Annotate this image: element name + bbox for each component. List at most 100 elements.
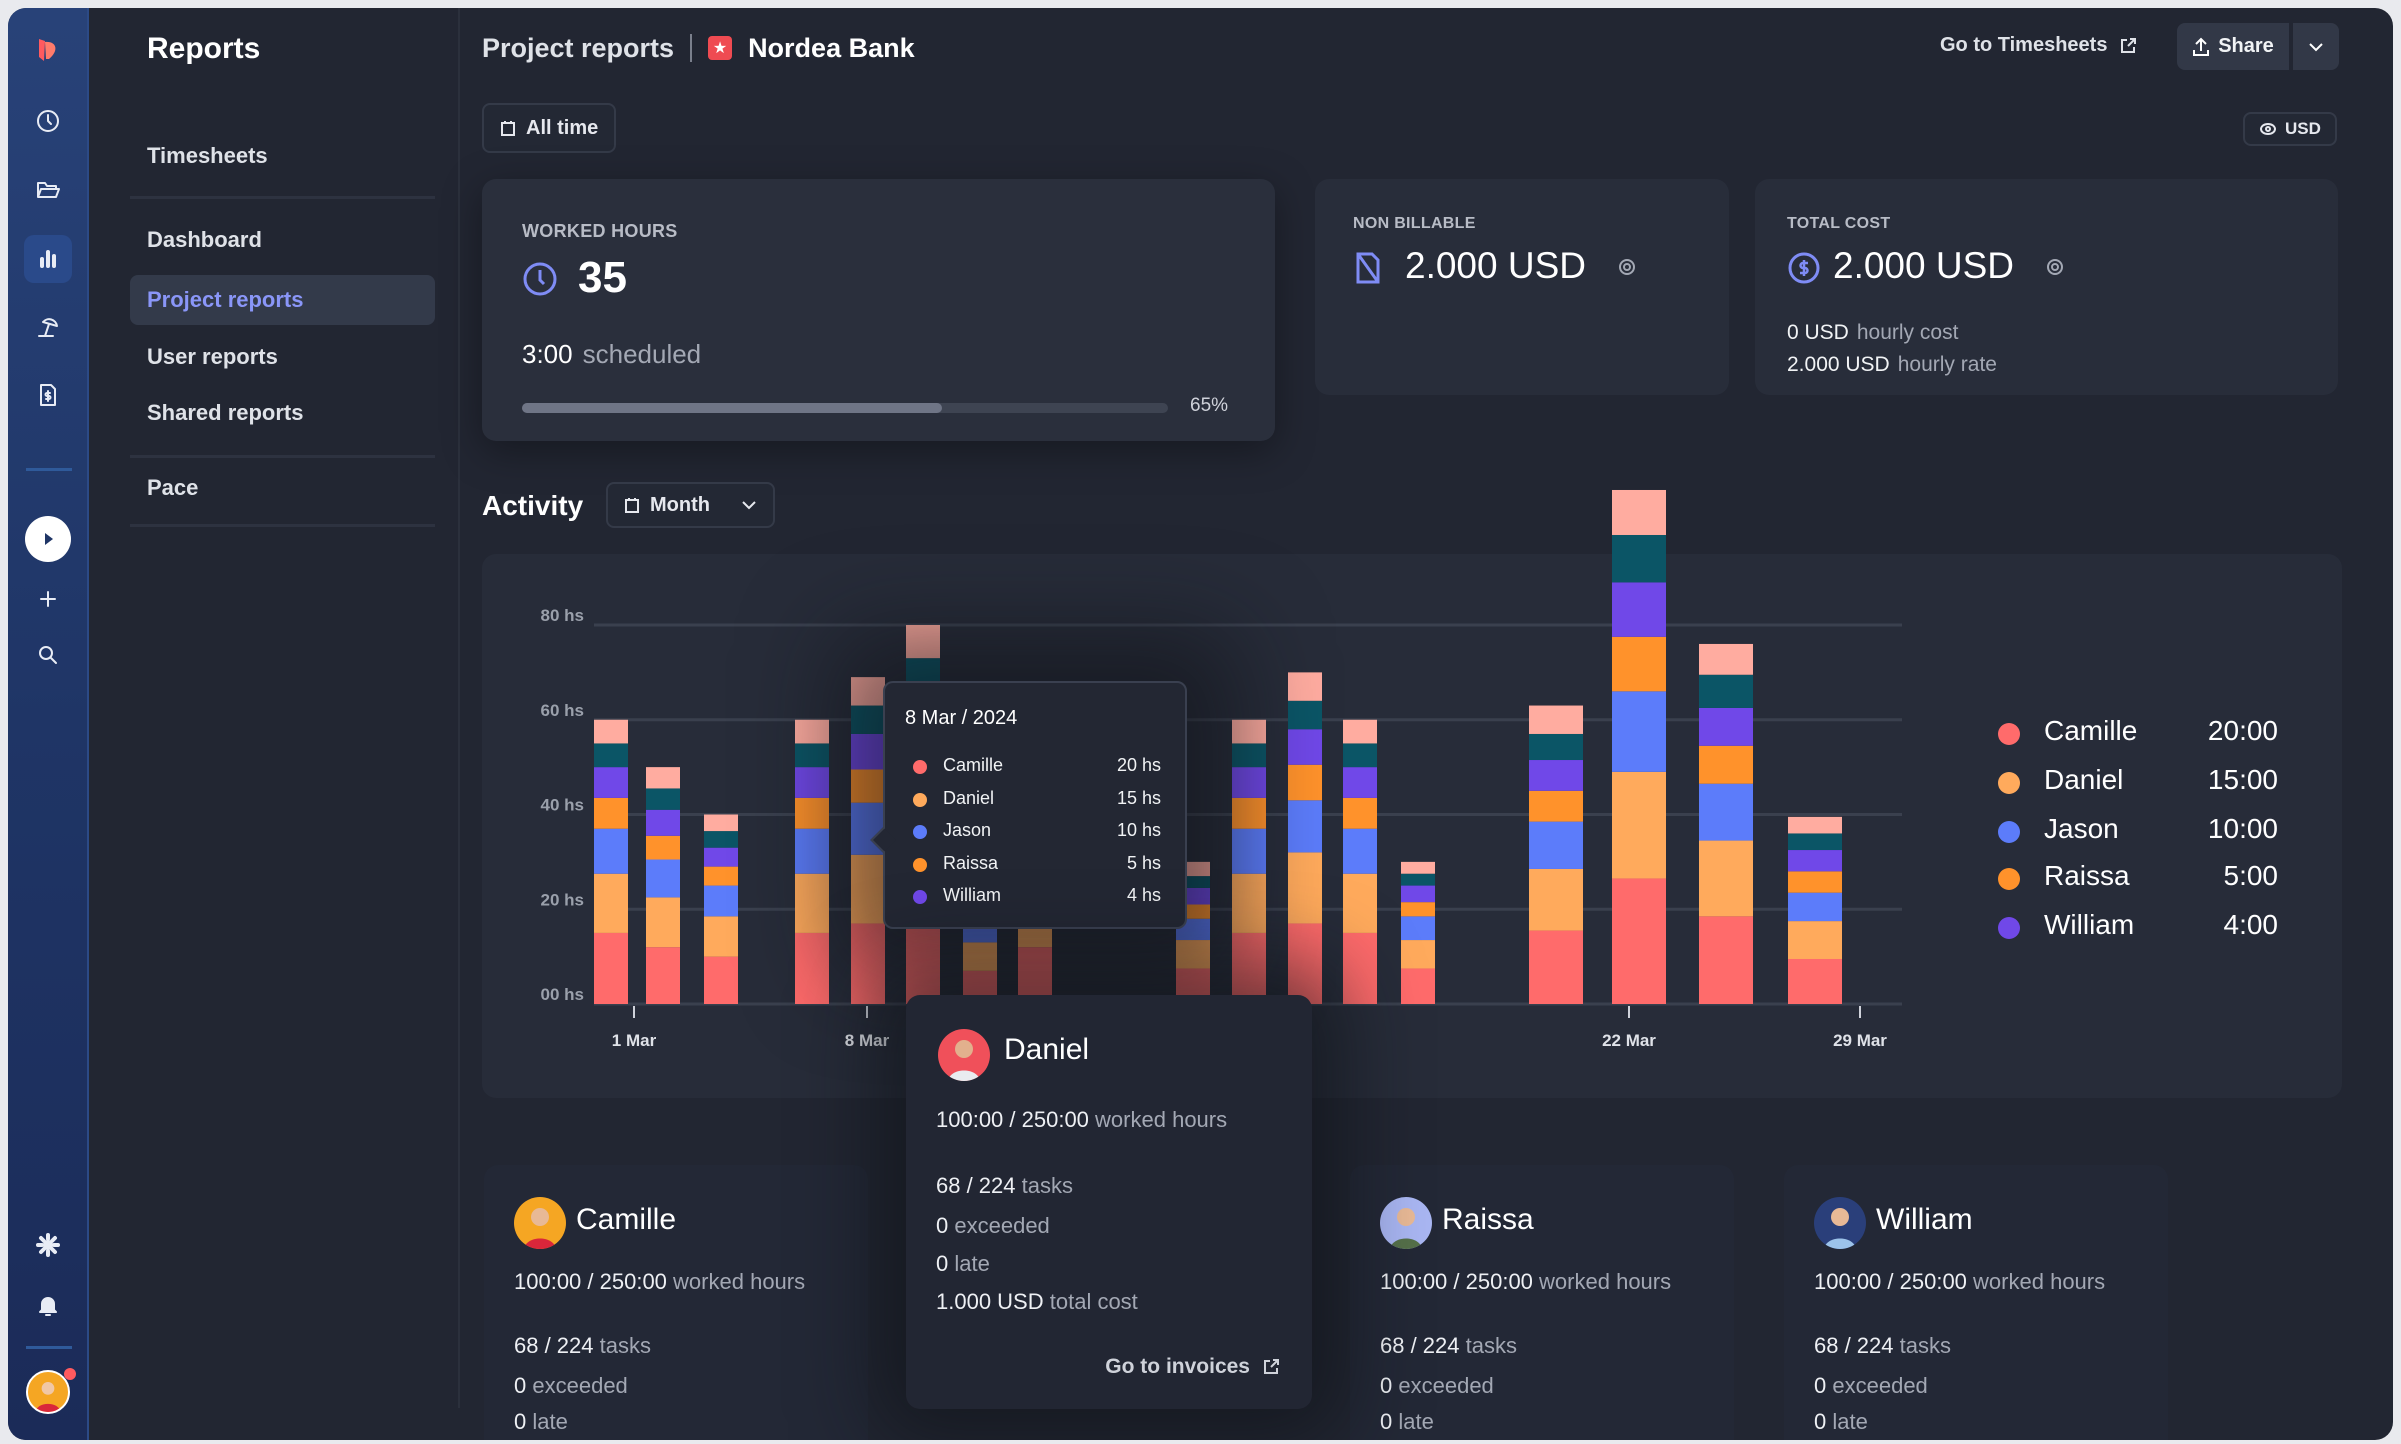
bar-segment-camille: [1401, 968, 1435, 1004]
legend-dot: [1998, 723, 2020, 745]
folder-icon[interactable]: [33, 175, 63, 205]
sidebar-item-shared-reports[interactable]: Shared reports: [147, 400, 304, 425]
scheduled-text: 3:00 scheduled: [522, 339, 701, 370]
activity-range-dropdown[interactable]: Month: [606, 482, 775, 528]
search-icon[interactable]: [33, 640, 63, 670]
bar-segment-daniel: [1529, 868, 1583, 931]
hourly-cost-label: hourly cost: [1856, 321, 1959, 344]
eye-icon[interactable]: [1617, 257, 1637, 277]
clock-icon[interactable]: [33, 106, 63, 136]
sidebar-item-pace[interactable]: Pace: [147, 475, 199, 500]
sidebar-item-user-reports[interactable]: User reports: [147, 344, 278, 369]
bar-stack[interactable]: [795, 719, 829, 1004]
bar-segment-william: [1401, 885, 1435, 903]
bar-segment-jason: [1788, 892, 1842, 922]
user-avatar[interactable]: [26, 1370, 70, 1414]
exceeded-label: exceeded: [1832, 1373, 1928, 1398]
person-card-raissa[interactable]: Raissa 100:00 / 250:00 worked hours 68 /…: [1350, 1165, 1734, 1440]
late-value: 0: [936, 1251, 949, 1276]
gear-icon[interactable]: [33, 1230, 63, 1260]
legend-name: Jason: [2044, 813, 2119, 844]
period-filter-button[interactable]: All time: [482, 103, 617, 153]
reports-chart-icon[interactable]: [24, 235, 72, 283]
rail-divider: [26, 468, 72, 471]
logo[interactable]: [33, 35, 63, 65]
bar-segment-jason: [1529, 821, 1583, 869]
bell-icon[interactable]: [33, 1290, 63, 1320]
bar-segment-series-5: [1232, 743, 1266, 768]
bar-segment-jason: [1401, 916, 1435, 941]
go-to-timesheets-link[interactable]: Go to Timesheets: [1940, 34, 2137, 57]
bar-segment-daniel: [1401, 940, 1435, 969]
bar-segment-raissa: [1699, 745, 1753, 784]
person-card-william[interactable]: William 100:00 / 250:00 worked hours 68 …: [1784, 1165, 2168, 1440]
bar-segment-raissa: [1232, 797, 1266, 829]
sidebar-item-dashboard[interactable]: Dashboard: [147, 227, 262, 252]
exceeded-value: 0: [514, 1373, 527, 1398]
bar-stack[interactable]: [1401, 861, 1435, 1004]
sidebar-item-label: Project reports: [147, 287, 304, 312]
play-timer-icon[interactable]: [25, 516, 71, 562]
icon-rail: [8, 8, 89, 1440]
bar-segment-camille: [1788, 958, 1842, 1004]
avatar: [938, 1029, 990, 1081]
eye-icon[interactable]: [2045, 257, 2065, 277]
currency-toggle[interactable]: USD: [2243, 112, 2337, 146]
bar-segment-camille: [594, 932, 628, 1004]
bar-segment-william: [1529, 760, 1583, 791]
tooltip-row: Raissa 5 hs: [913, 853, 1161, 877]
bar-segment-raissa: [1612, 636, 1666, 692]
sidebar-item-timesheets[interactable]: Timesheets: [147, 143, 268, 168]
legend-item-william[interactable]: William 4:00: [1998, 909, 2278, 945]
avatar: [514, 1197, 566, 1249]
bar-stack[interactable]: [594, 719, 628, 1004]
share-options-button[interactable]: [2293, 23, 2339, 70]
tasks-value: 68 / 224: [1380, 1333, 1460, 1358]
bar-stack[interactable]: [1612, 489, 1666, 1004]
bar-segment-daniel: [1288, 852, 1322, 924]
bar-segment-camille: [1018, 947, 1052, 1004]
legend-item-raissa[interactable]: Raissa 5:00: [1998, 860, 2278, 896]
invoice-icon[interactable]: [33, 380, 63, 410]
bar-segment-series-6: [594, 719, 628, 744]
bar-stack[interactable]: [1699, 643, 1753, 1004]
bar-segment-series-5: [1176, 876, 1210, 888]
legend-item-jason[interactable]: Jason 10:00: [1998, 813, 2278, 849]
bar-segment-jason: [795, 828, 829, 874]
bar-stack[interactable]: [1529, 705, 1583, 1004]
sidebar-item-project-reports[interactable]: [130, 275, 435, 325]
cost-value: 1.000 USD: [936, 1289, 1044, 1314]
bar-segment-series-5: [704, 831, 738, 848]
activity-chart-panel: [482, 554, 2342, 1098]
rail-divider: [26, 1346, 72, 1349]
upload-icon: [2193, 37, 2210, 56]
legend-item-daniel[interactable]: Daniel 15:00: [1998, 764, 2278, 800]
hourly-rate-value: 2.000 USD: [1787, 353, 1890, 376]
late-label: late: [1398, 1409, 1434, 1434]
total-cost-value: 2.000 USD: [1833, 245, 2014, 286]
plus-icon[interactable]: [33, 584, 63, 614]
bar-stack[interactable]: [1343, 719, 1377, 1004]
legend-item-camille[interactable]: Camille 20:00: [1998, 715, 2278, 751]
progress-bar: [522, 403, 1168, 413]
currency-label: USD: [2285, 119, 2321, 138]
bar-segment-daniel: [704, 916, 738, 957]
bar-segment-jason: [1232, 828, 1266, 874]
bar-stack[interactable]: [1788, 816, 1842, 1004]
bar-stack[interactable]: [646, 767, 680, 1004]
divider: [130, 524, 435, 527]
tooltip-name: Jason: [943, 820, 992, 840]
project-name[interactable]: Nordea Bank: [748, 32, 915, 63]
bar-stack[interactable]: [1232, 719, 1266, 1004]
bar-segment-series-6: [1401, 861, 1435, 874]
bar-segment-raissa: [795, 797, 829, 829]
bar-stack[interactable]: [1288, 672, 1322, 1004]
person-card-camille[interactable]: Camille 100:00 / 250:00 worked hours 68 …: [484, 1165, 868, 1440]
bar-segment-william: [795, 767, 829, 798]
bar-stack[interactable]: [704, 814, 738, 1005]
legend-value: 20:00: [2207, 715, 2278, 746]
go-to-invoices-link[interactable]: Go to invoices: [1105, 1355, 1280, 1379]
beach-umbrella-icon[interactable]: [33, 311, 63, 341]
share-button[interactable]: Share: [2177, 23, 2289, 70]
bar-segment-daniel: [1788, 921, 1842, 959]
